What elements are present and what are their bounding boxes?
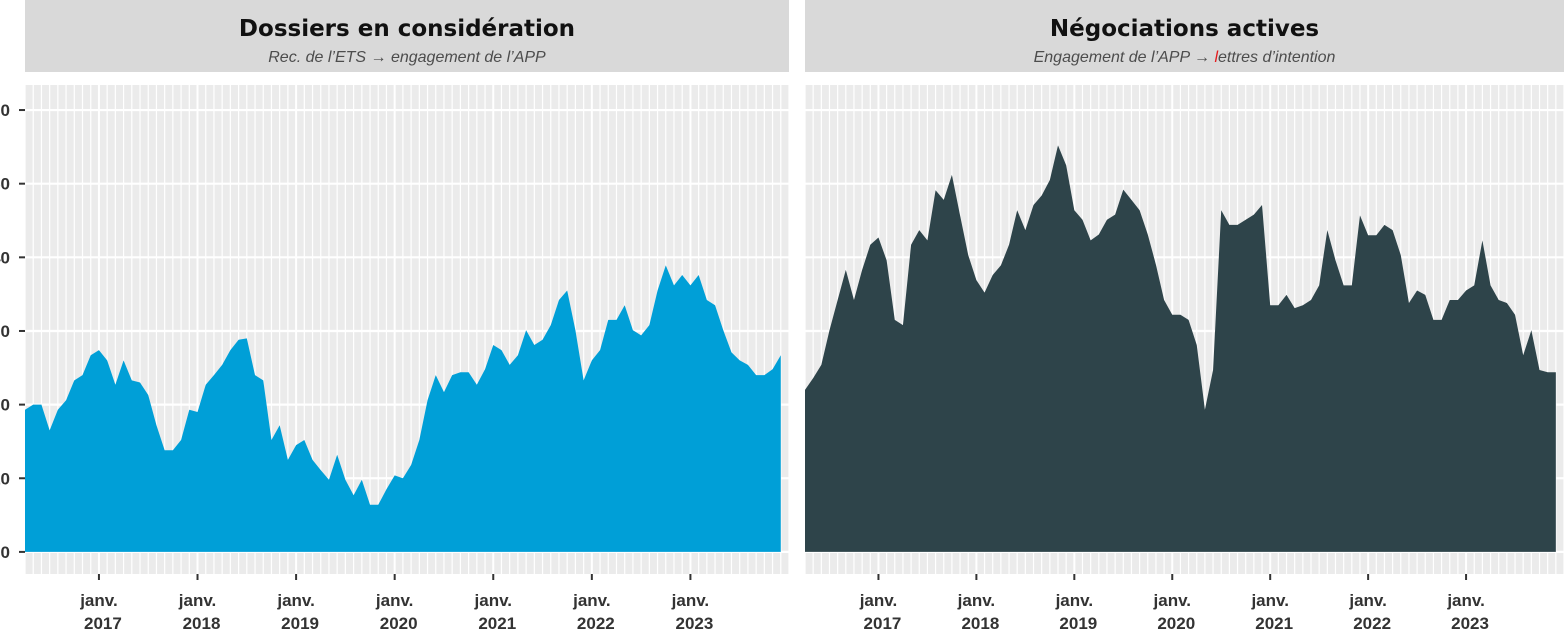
x-tick-label: 2020 <box>380 614 418 633</box>
panel-subtitle: Engagement de l’APP → lettres d’intentio… <box>1034 49 1336 66</box>
x-tick-label: janv. <box>474 591 512 610</box>
x-tick-label: 2019 <box>281 614 319 633</box>
x-tick-label: janv. <box>1446 591 1484 610</box>
x-tick-label: janv. <box>671 591 709 610</box>
y-tick-label: 0 <box>1 543 10 562</box>
area <box>805 145 1556 552</box>
x-tick-label: janv. <box>572 591 610 610</box>
x-tick-label: 2022 <box>577 614 615 633</box>
x-tick-label: 2018 <box>183 614 221 633</box>
x-tick-label: janv. <box>1153 591 1191 610</box>
x-tick-label: janv. <box>859 591 897 610</box>
panel-subtitle: Rec. de l’ETS → engagement de l’APP <box>268 49 546 66</box>
strip <box>25 0 789 72</box>
x-tick-label: janv. <box>79 591 117 610</box>
x-tick-label: janv. <box>178 591 216 610</box>
y-tick-label: 10 <box>0 469 10 488</box>
x-tick-label: 2021 <box>1255 614 1293 633</box>
x-tick-label: 2017 <box>84 614 122 633</box>
x-tick-label: 2020 <box>1157 614 1195 633</box>
panel-title: Négociations actives <box>1050 16 1319 42</box>
x-tick-label: janv. <box>1055 591 1093 610</box>
x-tick-label: janv. <box>957 591 995 610</box>
x-tick-label: 2021 <box>478 614 516 633</box>
x-tick-label: janv. <box>276 591 314 610</box>
y-tick-label: 60 <box>0 101 10 120</box>
x-tick-label: janv. <box>1250 591 1288 610</box>
x-tick-label: 2023 <box>1451 614 1489 633</box>
x-tick-label: 2023 <box>676 614 714 633</box>
x-tick-label: janv. <box>375 591 413 610</box>
subtitle-part: l <box>1214 49 1218 66</box>
area <box>25 265 781 552</box>
subtitle-part: Rec. de l’ETS → engagement de l’APP <box>268 49 546 66</box>
subtitle-part: Engagement de l’APP → <box>1034 49 1215 66</box>
panel-title: Dossiers en considération <box>239 16 575 42</box>
subtitle-part: ettres d’intention <box>1218 49 1336 66</box>
x-tick-label: 2017 <box>864 614 902 633</box>
y-tick-label: 50 <box>0 175 10 194</box>
strip <box>805 0 1564 72</box>
x-tick-label: 2018 <box>961 614 999 633</box>
y-tick-label: 40 <box>0 248 10 267</box>
x-tick-label: 2019 <box>1059 614 1097 633</box>
x-tick-label: janv. <box>1348 591 1386 610</box>
x-tick-label: 2022 <box>1353 614 1391 633</box>
y-tick-label: 20 <box>0 396 10 415</box>
y-tick-label: 30 <box>0 322 10 341</box>
